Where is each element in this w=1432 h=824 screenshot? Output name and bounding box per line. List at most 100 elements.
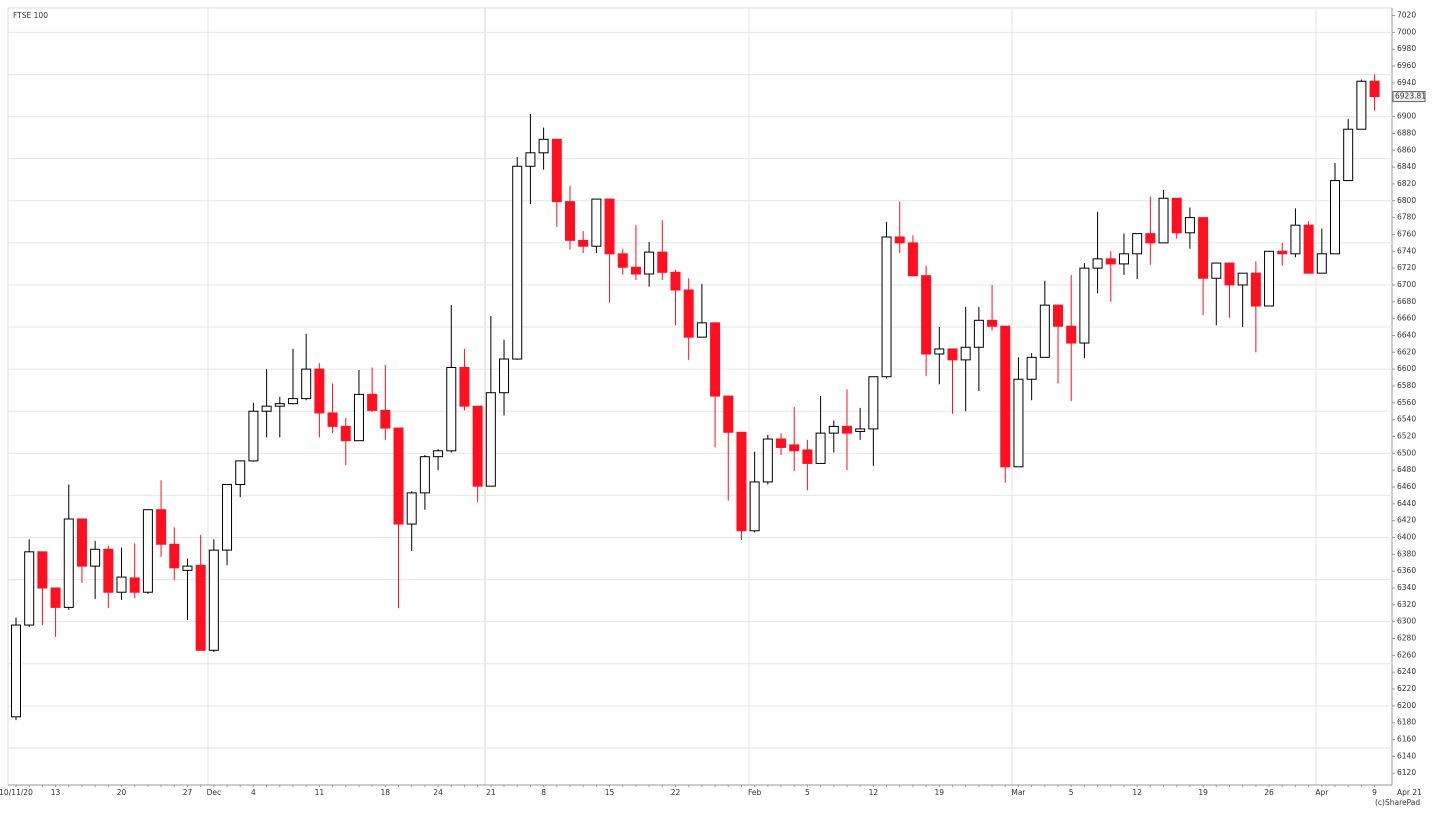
x-tick-label: 10/11/20 — [0, 788, 33, 797]
y-tick-label: 6360 — [1397, 566, 1416, 575]
candle-body — [1316, 253, 1327, 274]
candle-body — [881, 236, 892, 378]
x-tick-label: 19 — [935, 788, 945, 797]
plot-frame — [7, 7, 1393, 786]
last-price-label: 6923.81 — [1395, 92, 1426, 101]
y-tick-label: 6420 — [1397, 516, 1416, 525]
candle-body — [1343, 128, 1354, 182]
candle-body — [789, 444, 800, 452]
candle-body — [156, 509, 167, 545]
copyright: (c)SharePad — [1375, 798, 1420, 807]
y-tick-label: 6880 — [1397, 128, 1416, 137]
candle-body — [142, 509, 153, 593]
y-tick-label: 6160 — [1397, 735, 1416, 744]
candle-body — [815, 432, 826, 464]
candle-body — [604, 198, 615, 255]
x-tick-label: Apr — [1315, 788, 1329, 797]
candle-body — [1105, 258, 1116, 265]
candle-body — [670, 271, 681, 291]
candle-body — [1000, 325, 1011, 468]
y-tick-label: 6780 — [1397, 213, 1416, 222]
x-tick-label: 4 — [251, 788, 256, 797]
candle-body — [90, 548, 101, 567]
y-tick-label: 6740 — [1397, 246, 1416, 255]
candle-body — [1290, 224, 1301, 255]
y-tick-label: 6500 — [1397, 448, 1416, 457]
y-tick-label: 6580 — [1397, 381, 1416, 390]
candle-body — [1145, 233, 1156, 244]
candle-body — [1264, 250, 1275, 307]
candle-body — [802, 449, 813, 464]
y-tick-label: 6240 — [1397, 667, 1416, 676]
candle-body — [11, 624, 21, 718]
candle-body — [934, 348, 945, 355]
candle-body — [1132, 233, 1143, 255]
candle-body — [195, 564, 206, 651]
candle-body — [129, 577, 140, 593]
x-tick-label: Feb — [748, 788, 762, 797]
candle-body — [947, 348, 958, 361]
candle-body — [1026, 356, 1037, 380]
candle-body — [314, 368, 325, 414]
candle-body — [1303, 224, 1314, 274]
y-tick-label: 6480 — [1397, 465, 1416, 474]
y-tick-label: 6220 — [1397, 684, 1416, 693]
x-tick-label: 13 — [51, 788, 61, 797]
x-tick-label: 5 — [805, 788, 810, 797]
y-tick-label: 6700 — [1397, 280, 1416, 289]
y-tick-label: 6840 — [1397, 162, 1416, 171]
candle-body — [287, 398, 298, 405]
candle-body — [921, 275, 932, 355]
candle-body — [894, 236, 905, 244]
y-tick-label: 6280 — [1397, 634, 1416, 643]
candle-body — [1066, 325, 1077, 344]
y-tick-label: 6620 — [1397, 347, 1416, 356]
candle-body — [24, 551, 35, 626]
candle-body — [828, 425, 839, 434]
x-tick-label: 27 — [183, 788, 193, 797]
candle-body — [855, 428, 866, 432]
candle-body — [630, 266, 641, 275]
candle-body — [1237, 272, 1248, 286]
x-tick-label: 22 — [671, 788, 681, 797]
y-tick-label: 6440 — [1397, 499, 1416, 508]
x-tick-label: Dec — [207, 788, 222, 797]
last-price-box — [1392, 91, 1426, 103]
y-tick-label: 6560 — [1397, 398, 1416, 407]
y-tick-label: 6720 — [1397, 263, 1416, 272]
x-tick-label: 21 — [486, 788, 496, 797]
candle-body — [340, 425, 351, 442]
candle-body — [1277, 250, 1288, 255]
candle-body — [1079, 267, 1090, 344]
candle-body — [525, 152, 536, 167]
candle-body — [459, 366, 470, 407]
y-tick-label: 7000 — [1397, 27, 1416, 36]
x-tick-label: 12 — [869, 788, 879, 797]
candle-body — [1013, 378, 1024, 468]
candle-body — [235, 460, 246, 485]
candle-body — [736, 431, 747, 532]
y-tick-label: 6900 — [1397, 112, 1416, 121]
y-tick-label: 6940 — [1397, 78, 1416, 87]
x-tick-label: 20 — [117, 788, 127, 797]
y-tick-label: 6260 — [1397, 650, 1416, 659]
candle-body — [657, 251, 668, 273]
y-tick-label: 6140 — [1397, 751, 1416, 760]
candle-body — [274, 403, 285, 407]
candle-body — [987, 319, 998, 327]
x-tick-label: 9 — [1372, 788, 1377, 797]
candle-body — [208, 549, 219, 651]
candle-body — [446, 366, 457, 452]
x-tick-label: 11 — [315, 788, 325, 797]
candle-body — [841, 425, 852, 434]
candle-body — [380, 409, 391, 429]
x-tick-label: 24 — [433, 788, 443, 797]
candle-body — [37, 551, 48, 589]
candle-body — [393, 427, 404, 525]
candle-body — [485, 392, 496, 487]
candle-body — [578, 239, 589, 247]
x-tick-label: 8 — [541, 788, 546, 797]
y-tick-label: 7020 — [1397, 11, 1416, 20]
y-tick-label: 6540 — [1397, 415, 1416, 424]
